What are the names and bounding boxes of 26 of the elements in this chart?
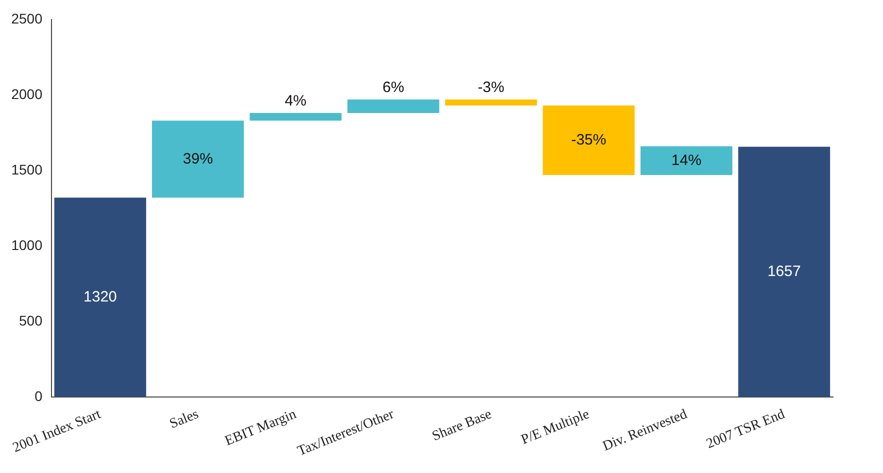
annotation: -3% bbox=[478, 79, 504, 96]
bar bbox=[640, 146, 732, 175]
bar bbox=[152, 120, 244, 198]
annotation: 39% bbox=[182, 150, 213, 168]
y-tick-label: 0 bbox=[34, 388, 43, 404]
y-tick-label: 2500 bbox=[11, 10, 43, 26]
y-tick-label: 1500 bbox=[11, 161, 43, 178]
x-tick-label: Share Base bbox=[430, 407, 494, 444]
data-label: 1657 bbox=[767, 263, 801, 280]
annotation: 6% bbox=[382, 79, 404, 96]
bar bbox=[347, 99, 440, 114]
x-tick-label: 2007 TSR End bbox=[704, 407, 788, 452]
bar bbox=[250, 113, 342, 121]
annotation: 4% bbox=[284, 92, 306, 110]
bar bbox=[54, 198, 146, 398]
bar bbox=[445, 99, 537, 106]
data-label: 1320 bbox=[84, 288, 117, 306]
y-tick-label: 500 bbox=[19, 312, 43, 328]
bar bbox=[738, 146, 830, 398]
annotation: -35% bbox=[571, 131, 606, 148]
bar bbox=[542, 106, 635, 175]
x-tick-label: 2001 Index Start bbox=[10, 407, 104, 456]
y-tick-label: 1000 bbox=[11, 236, 43, 253]
y-tick-label: 2000 bbox=[11, 86, 43, 102]
x-tick-label: Sales bbox=[168, 407, 201, 432]
annotation: 14% bbox=[671, 152, 702, 169]
